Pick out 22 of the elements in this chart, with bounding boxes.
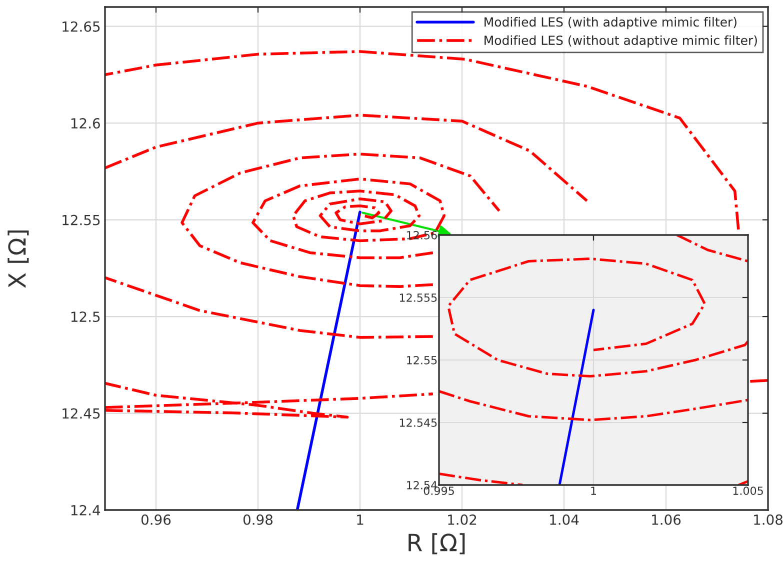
x-tick-label: 1.08 (754, 514, 783, 525)
y-tick-label: 12.5 (71, 312, 100, 322)
x-tick-label: 1.06 (652, 514, 681, 525)
x-tick-label: 1 (591, 486, 596, 495)
y-tick-label: 12.555 (400, 293, 437, 302)
x-tick-label: 1.005 (733, 486, 763, 495)
y-tick-label: 12.4 (71, 504, 100, 516)
y-axis-title: X [Ω] (8, 230, 29, 288)
y-tick-label: 12.55 (62, 214, 100, 226)
x-tick-label: 1.02 (448, 514, 476, 525)
y-tick-label: 12.45 (62, 408, 100, 419)
legend-label: Modified LES (without adaptive mimic filter) (484, 35, 757, 48)
y-tick-label: 12.6 (71, 118, 100, 129)
x-tick-label: 1.04 (550, 514, 579, 525)
y-tick-label: 12.545 (400, 418, 437, 427)
y-tick-label: 12.55 (407, 356, 437, 364)
x-tick-label: 0.96 (141, 514, 171, 525)
x-axis-title: R [Ω] (408, 533, 465, 554)
y-tick-label: 12.65 (62, 21, 100, 32)
x-tick-label: 1 (357, 514, 364, 525)
x-tick-label: 0.98 (243, 514, 273, 525)
legend-label: Modified LES (with adaptive mimic filter) (484, 17, 736, 30)
